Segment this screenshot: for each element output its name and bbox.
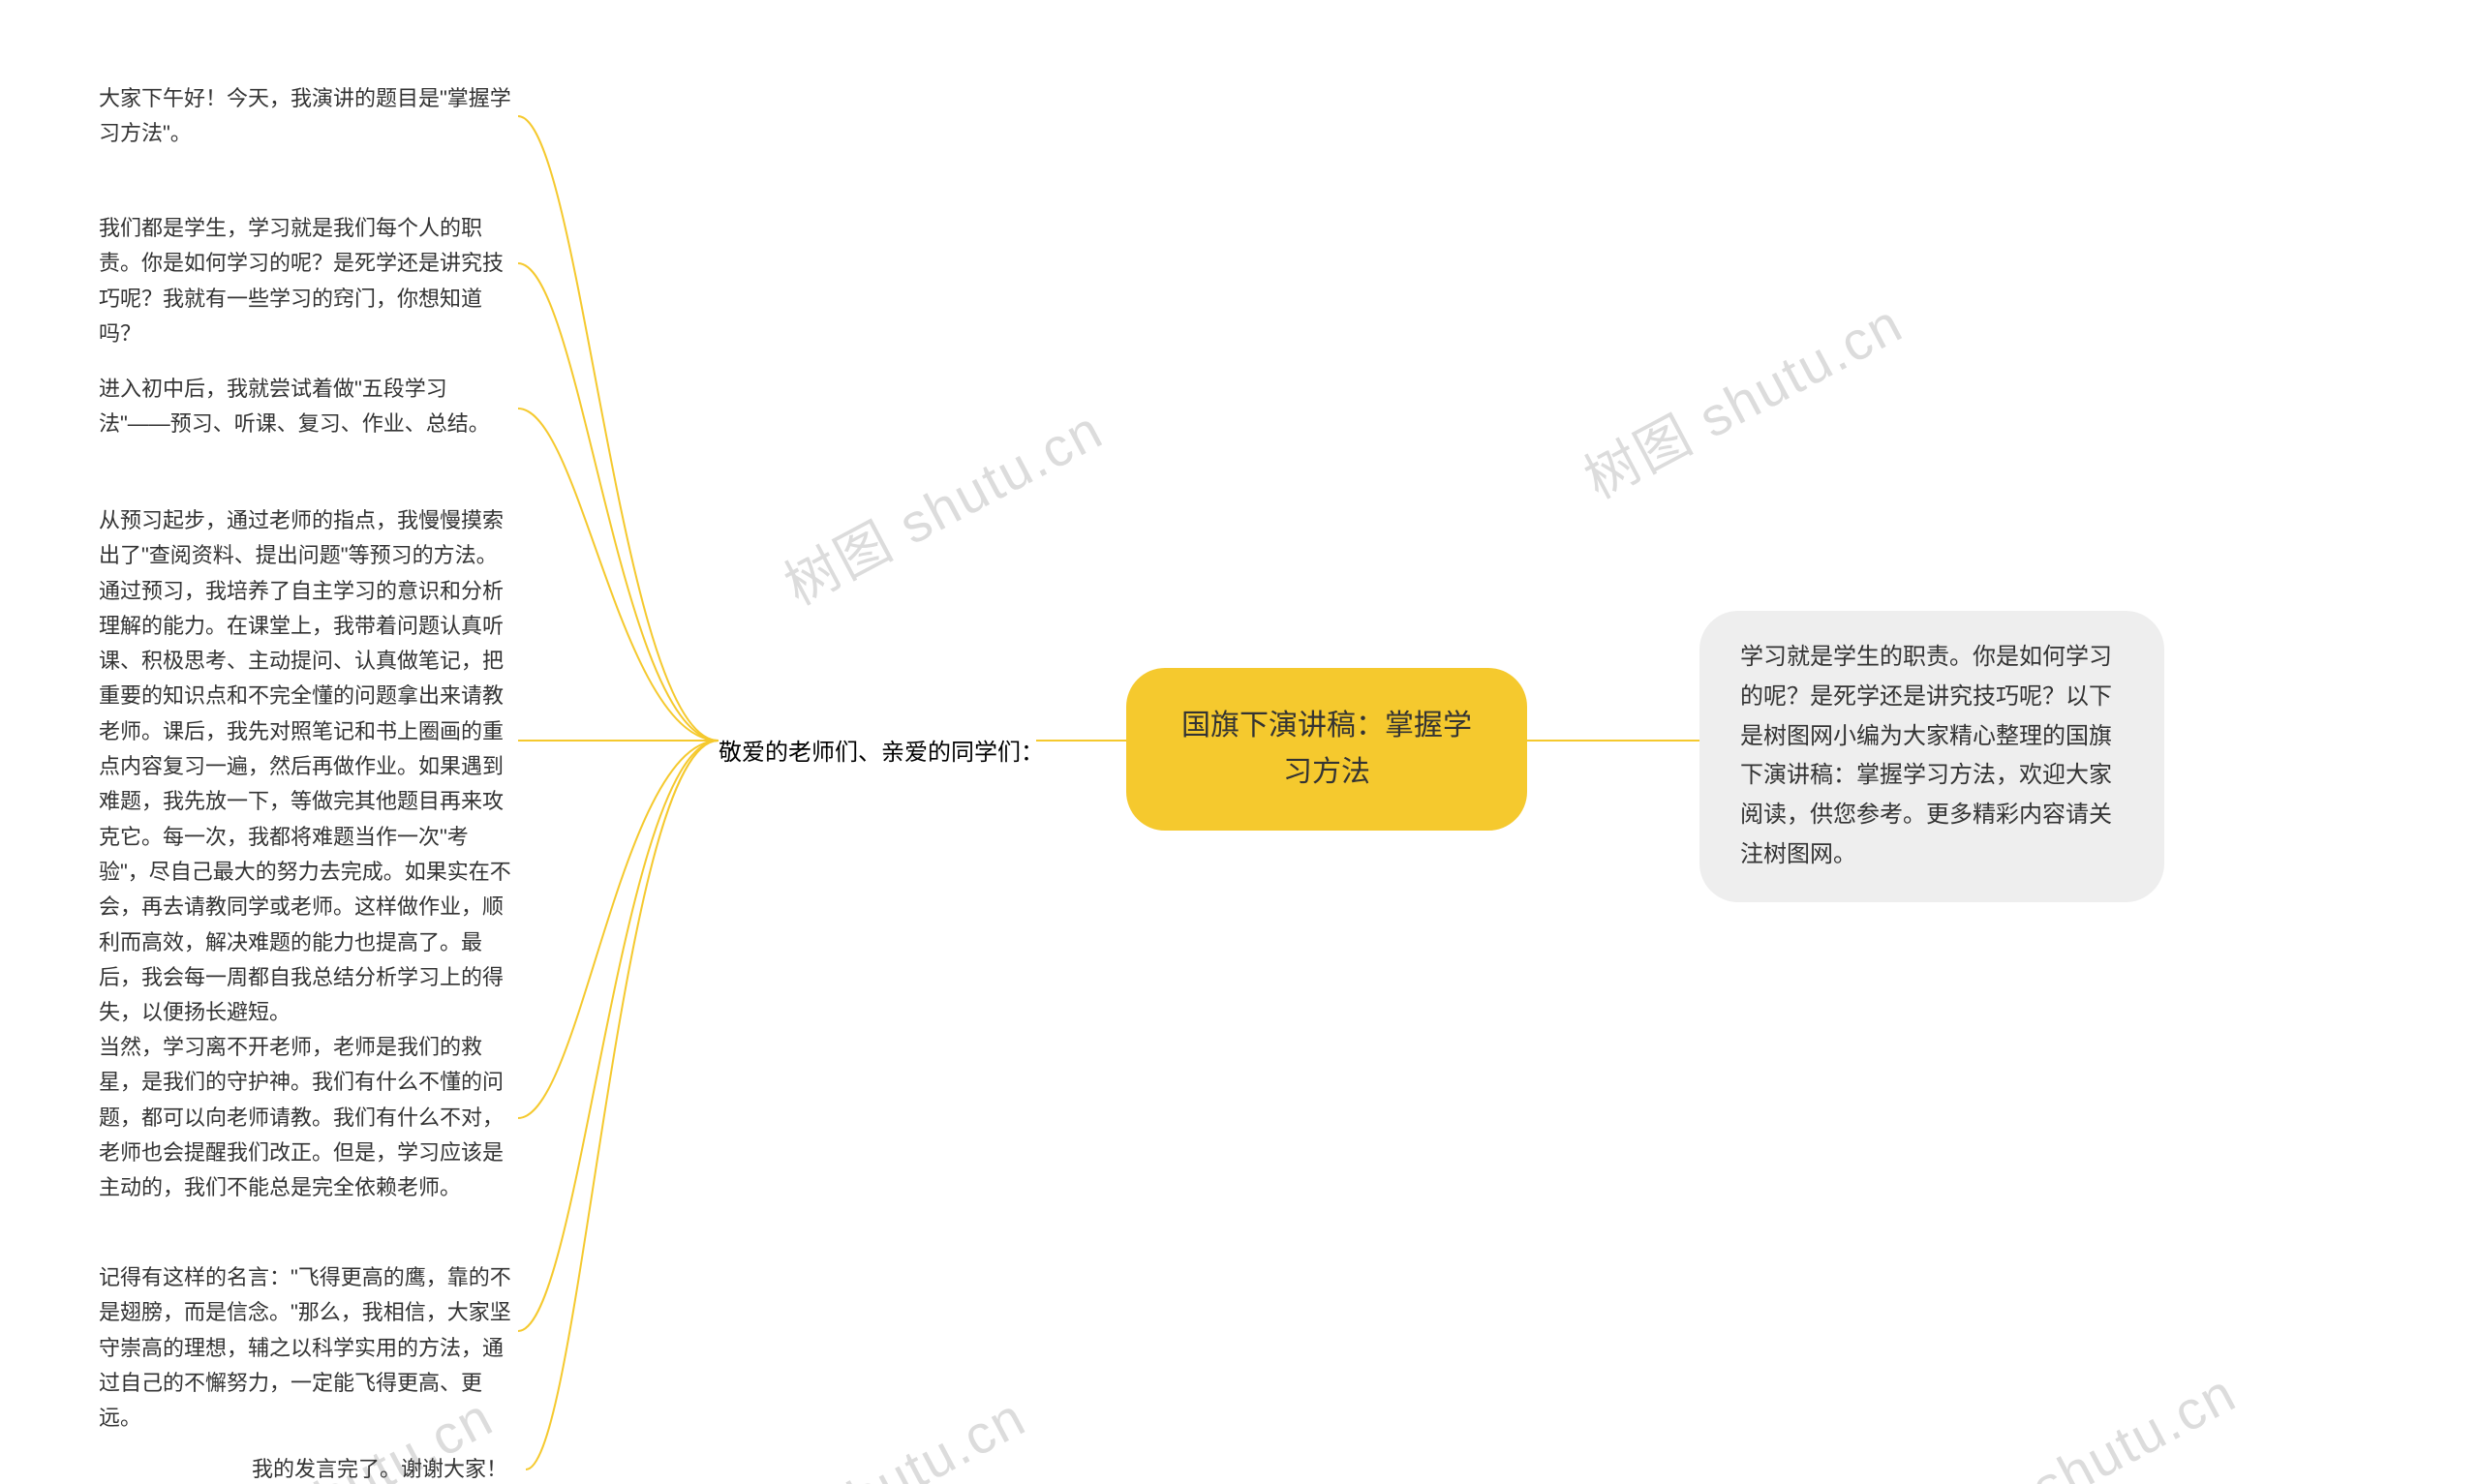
mindmap-leaf[interactable]: 我们都是学生，学习就是我们每个人的职责。你是如何学习的呢？是死学还是讲究技巧呢？… (99, 211, 515, 351)
leaf-text: 进入初中后，我就尝试着做"五段学习法"——预习、听课、复习、作业、总结。 (99, 377, 490, 436)
leaf-text: 记得有这样的名言："飞得更高的鹰，靠的不是翅膀，而是信念。"那么，我相信，大家坚… (99, 1265, 511, 1430)
mindmap-right-node[interactable]: 学习就是学生的职责。你是如何学习的呢？是死学还是讲究技巧呢？以下是树图网小编为大… (1699, 611, 2164, 902)
leaf-text: 从预习起步，通过老师的指点，我慢慢摸索出了"查阅资料、提出问题"等预习的方法。通… (99, 508, 511, 1024)
leaf-text: 大家下午好！今天，我演讲的题目是"掌握学习方法"。 (99, 86, 511, 145)
connector-secondary-leaf-0 (518, 116, 719, 741)
mindmap-leaf[interactable]: 进入初中后，我就尝试着做"五段学习法"——预习、听课、复习、作业、总结。 (99, 372, 515, 442)
mindmap-leaf[interactable]: 我的发言完了。谢谢大家！ (252, 1452, 523, 1484)
leaf-text: 我的发言完了。谢谢大家！ (252, 1457, 507, 1481)
leaf-text: 我们都是学生，学习就是我们每个人的职责。你是如何学习的呢？是死学还是讲究技巧呢？… (99, 216, 504, 346)
center-node-label: 国旗下演讲稿：掌握学习方法 (1181, 710, 1472, 788)
connector-secondary-leaf-4 (518, 741, 719, 1118)
mindmap-leaf[interactable]: 记得有这样的名言："飞得更高的鹰，靠的不是翅膀，而是信念。"那么，我相信，大家坚… (99, 1260, 515, 1436)
watermark: shutu.cn (811, 1384, 1036, 1484)
leaf-text: 当然，学习离不开老师，老师是我们的救星，是我们的守护神。我们有什么不懂的问题，都… (99, 1035, 504, 1199)
mindmap-secondary-node[interactable]: 敬爱的老师们、亲爱的同学们： (719, 723, 1102, 776)
mindmap-leaf[interactable]: 从预习起步，通过老师的指点，我慢慢摸索出了"查阅资料、提出问题"等预习的方法。通… (99, 503, 515, 1030)
connector-secondary-leaf-2 (518, 409, 719, 741)
mindmap-center-node[interactable]: 国旗下演讲稿：掌握学习方法 (1126, 668, 1527, 831)
connector-secondary-leaf-1 (518, 263, 719, 741)
mindmap-leaf[interactable]: 大家下午好！今天，我演讲的题目是"掌握学习方法"。 (99, 81, 515, 152)
connector-secondary-leaf-5 (518, 741, 719, 1331)
mindmap-leaf[interactable]: 当然，学习离不开老师，老师是我们的救星，是我们的守护神。我们有什么不懂的问题，都… (99, 1030, 515, 1205)
secondary-node-text: 敬爱的老师们、亲爱的同学们： (719, 740, 1044, 766)
watermark: shutu.cn (2022, 1360, 2247, 1484)
right-node-text: 学习就是学生的职责。你是如何学习的呢？是死学还是讲究技巧呢？以下是树图网小编为大… (1740, 644, 2112, 867)
watermark: 树图 shutu.cn (769, 387, 1115, 621)
connector-secondary-leaf-6 (526, 741, 719, 1469)
watermark: 树图 shutu.cn (1569, 281, 1914, 514)
